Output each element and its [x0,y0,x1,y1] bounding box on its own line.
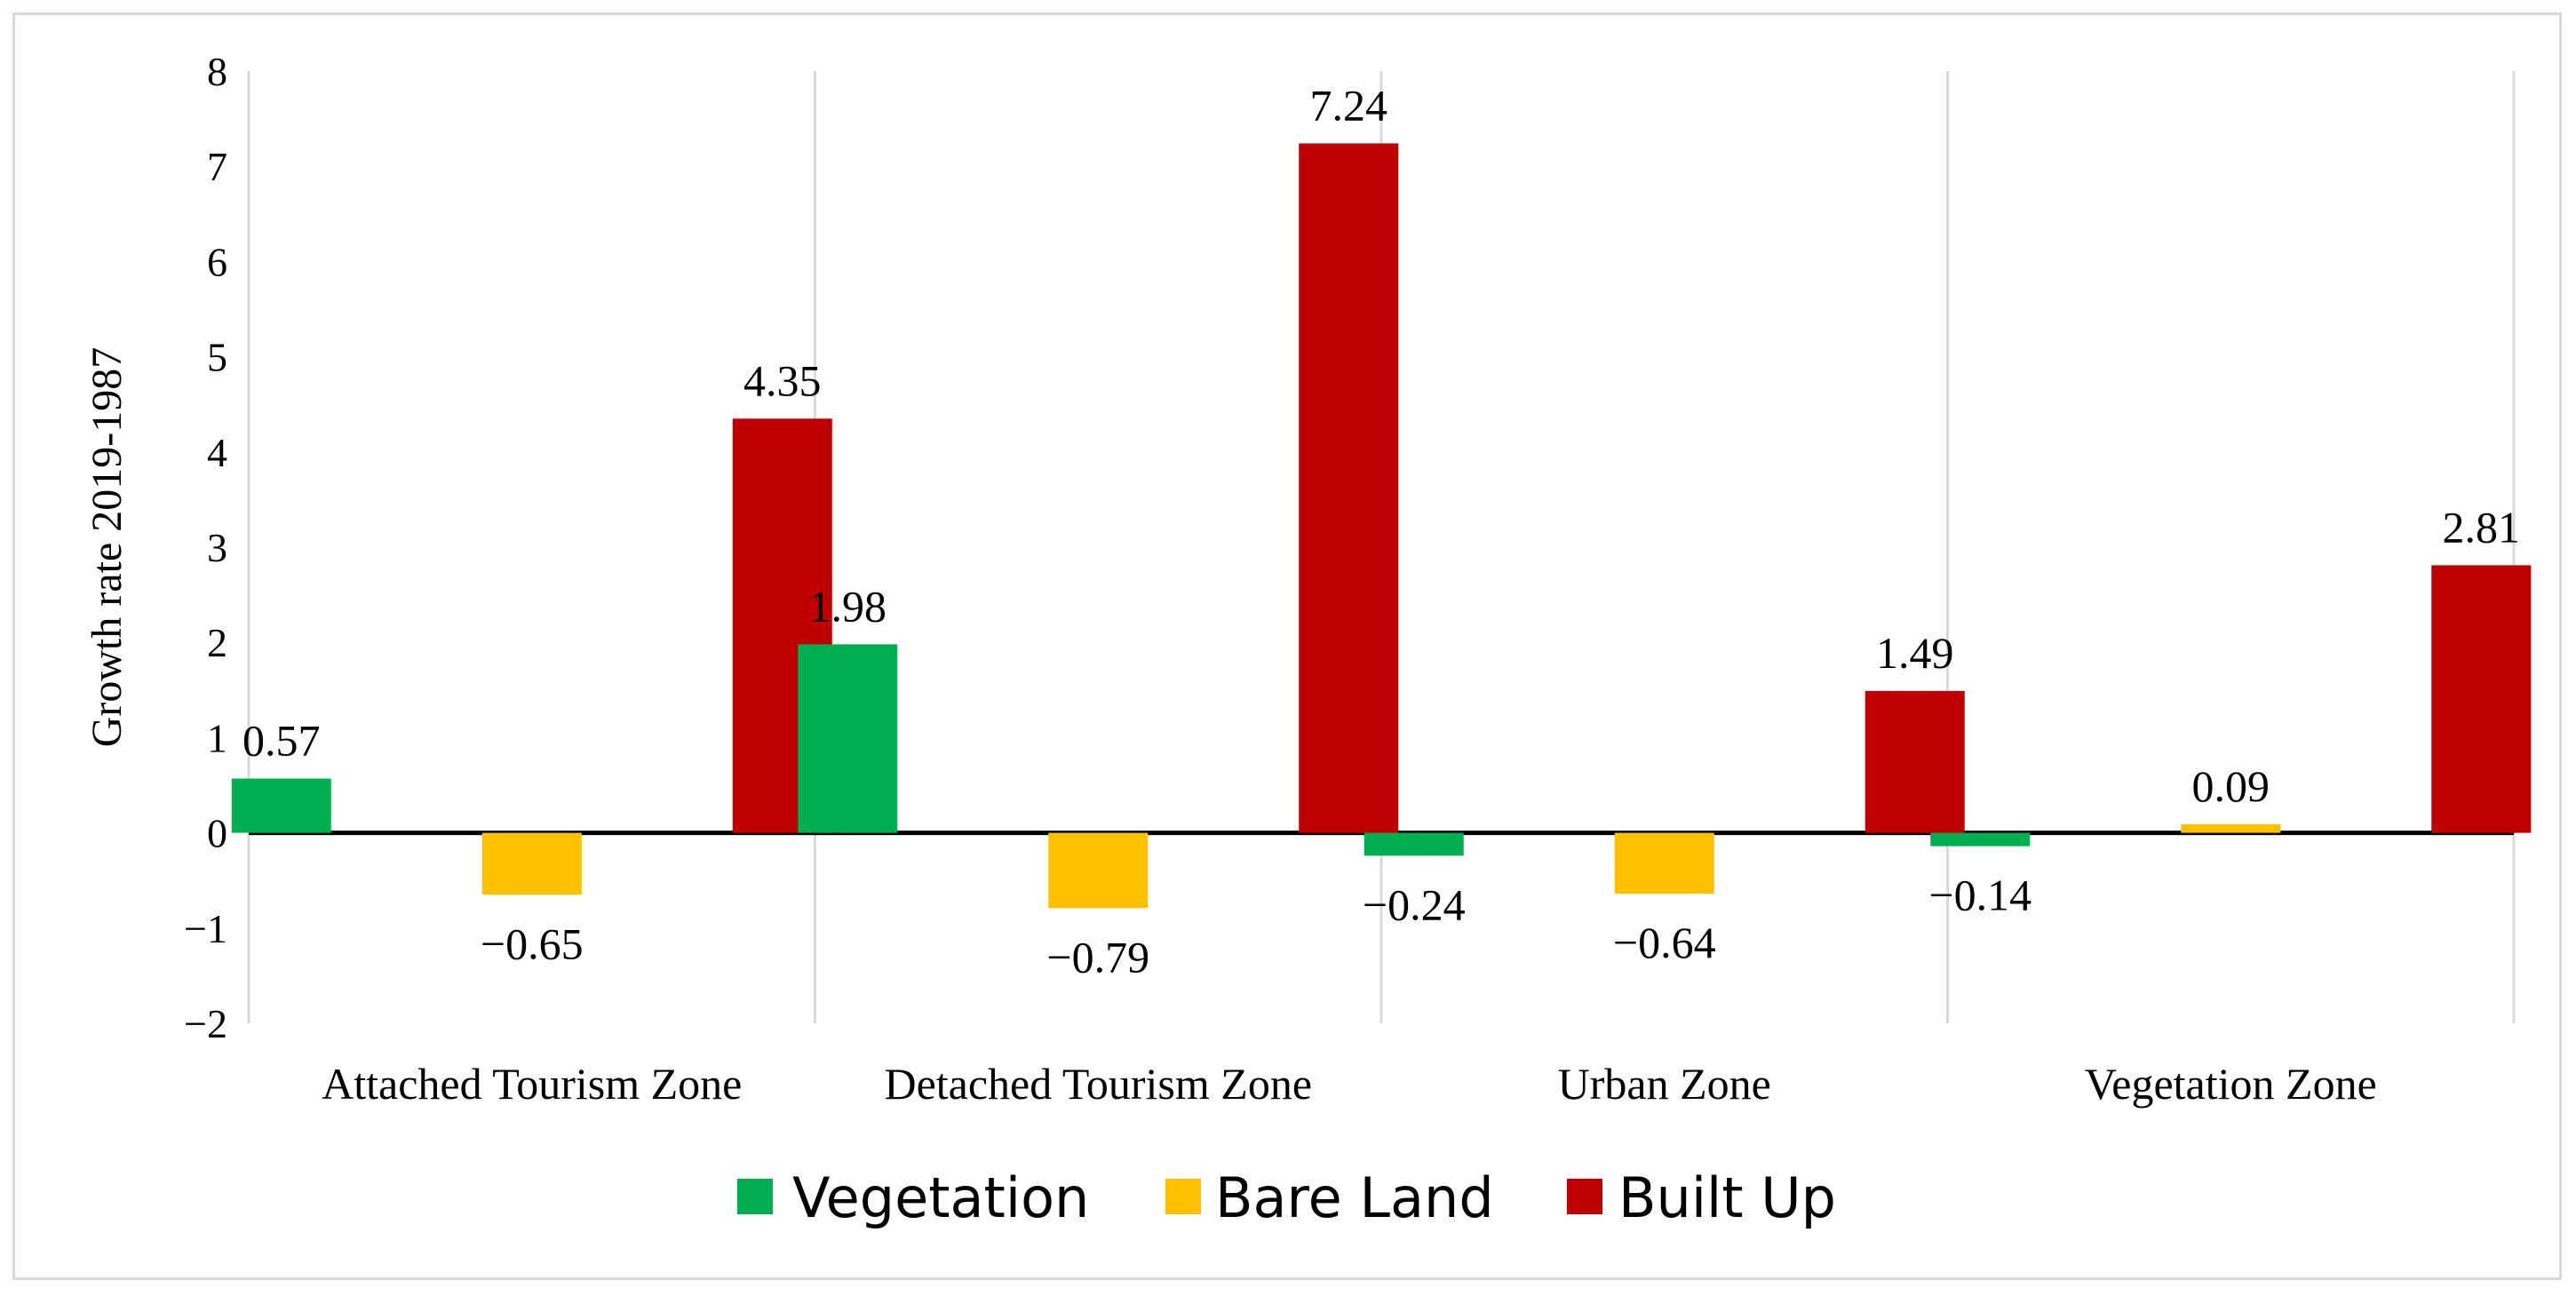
bar-built-up [2431,565,2532,833]
bar-vegetation [1364,832,1464,856]
legend: Vegetation Bare Land Built Up [737,1165,1836,1230]
y-tick-label: 2 [207,620,227,665]
y-tick-label: −1 [184,906,227,951]
data-label: −0.14 [1928,871,2031,920]
bar-bare-land [481,832,582,895]
x-axis-labels: Attached Tourism Zone Detached Tourism Zo… [322,1059,2377,1109]
bar-vegetation [1930,832,2031,847]
data-labels: 0.57 −0.65 4.35 1.98 −0.79 7.24 −0.24 −0.64 1.49… [242,80,2520,982]
category-label: Vegetation Zone [2085,1059,2377,1109]
data-label: −0.64 [1613,918,1716,967]
data-label: −0.79 [1046,932,1149,982]
data-label: 7.24 [1310,80,1388,130]
data-label: 1.98 [809,581,887,631]
bar-bare-land [2181,823,2281,833]
data-label: 2.81 [2443,502,2521,552]
bar-vegetation [798,644,898,833]
y-tick-label: −2 [184,1001,227,1046]
category-label: Attached Tourism Zone [322,1059,742,1109]
y-tick-label: 0 [207,811,227,856]
legend-label: Vegetation [792,1165,1089,1230]
category-label: Urban Zone [1558,1059,1771,1109]
y-tick-label: 4 [207,430,227,475]
category-label: Detached Tourism Zone [884,1059,1312,1109]
bar-built-up [1864,690,1965,833]
bar-bare-land [1048,832,1149,909]
legend-swatch-bare-land [1165,1179,1201,1214]
data-label: −0.24 [1363,879,1466,929]
bar-bare-land [1614,832,1714,894]
chart-frame [12,12,2562,1280]
y-tick-label: 5 [207,335,227,380]
bar-vegetation [231,778,331,833]
data-label: 4.35 [743,355,822,405]
legend-swatch-built-up [1567,1179,1602,1214]
data-label: 0.09 [2192,761,2270,811]
legend-swatch-vegetation [737,1179,773,1214]
y-tick-label: 8 [207,49,227,94]
data-label: 0.57 [242,715,321,765]
y-tick-label: 3 [207,525,227,570]
y-tick-label: 6 [207,239,227,284]
data-label: 1.49 [1876,628,1954,678]
data-label: −0.65 [481,918,584,968]
bars [231,143,2532,909]
bar-built-up [1299,143,1399,833]
legend-label: Bare Land [1215,1165,1494,1230]
y-tick-label: 7 [207,144,227,189]
y-tick-label: 1 [207,715,227,760]
legend-label: Built Up [1618,1165,1836,1230]
y-axis-title: Growth rate 2019-1987 [83,347,131,748]
